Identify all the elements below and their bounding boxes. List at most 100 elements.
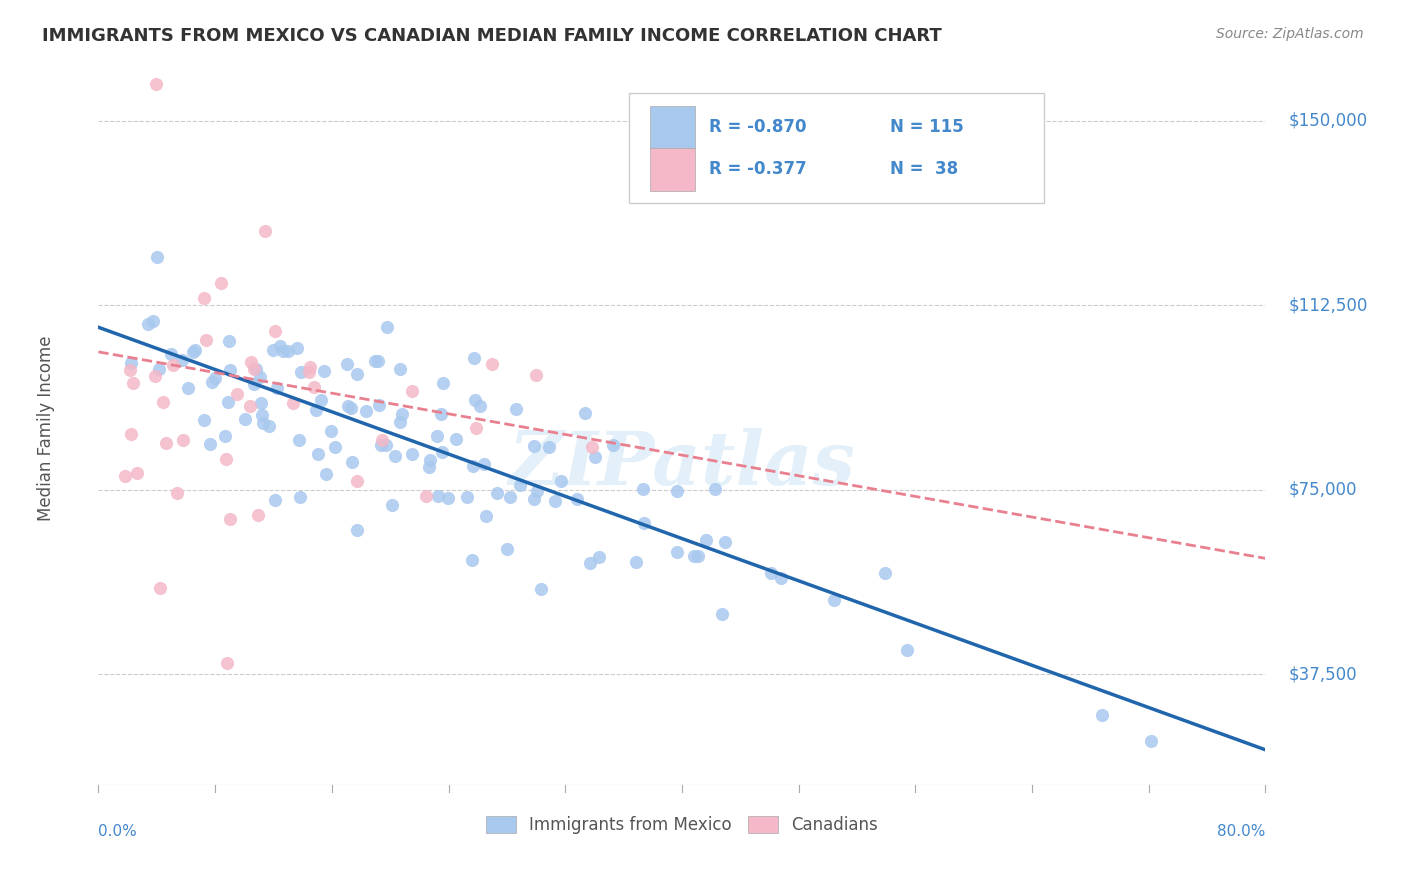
Point — [354, 404, 377, 418]
Point — [269, 339, 291, 353]
Point — [239, 355, 262, 369]
Point — [193, 291, 215, 305]
Point — [633, 516, 655, 530]
Text: N = 115: N = 115 — [890, 118, 963, 136]
Point — [1091, 708, 1114, 723]
Point — [522, 439, 544, 453]
Point — [160, 347, 183, 361]
Point — [389, 415, 412, 429]
Point — [388, 362, 411, 376]
Point — [686, 549, 709, 564]
Point — [578, 556, 600, 570]
Point — [143, 369, 166, 384]
Point — [370, 437, 392, 451]
Point — [430, 444, 453, 458]
Point — [499, 490, 522, 504]
Text: 80.0%: 80.0% — [1218, 824, 1265, 839]
Point — [444, 432, 467, 446]
Point — [243, 376, 266, 391]
Point — [665, 545, 688, 559]
Point — [243, 361, 266, 376]
Point — [204, 371, 226, 385]
Point — [759, 566, 782, 581]
Point — [181, 344, 204, 359]
Point — [633, 483, 655, 497]
Legend: Immigrants from Mexico, Canadians: Immigrants from Mexico, Canadians — [479, 809, 884, 841]
Point — [285, 341, 308, 355]
Point — [526, 483, 548, 498]
Point — [148, 362, 170, 376]
Point — [470, 400, 492, 414]
Point — [364, 354, 387, 368]
Point — [496, 542, 519, 557]
Point — [336, 357, 359, 371]
Point — [391, 408, 413, 422]
Point — [695, 533, 717, 547]
Point — [574, 406, 596, 420]
Point — [626, 555, 648, 569]
Point — [464, 421, 486, 435]
Point — [209, 277, 232, 291]
Point — [375, 319, 398, 334]
Point — [218, 362, 240, 376]
Point — [266, 381, 288, 395]
Text: Median Family Income: Median Family Income — [37, 335, 55, 521]
Point — [155, 435, 177, 450]
Point — [198, 437, 221, 451]
Point — [312, 364, 335, 378]
Point — [371, 433, 394, 447]
Point — [486, 485, 509, 500]
Point — [509, 478, 531, 492]
Point — [249, 370, 271, 384]
Point — [346, 475, 368, 489]
Point — [277, 343, 299, 358]
Point — [537, 440, 560, 454]
Point — [381, 498, 404, 512]
Point — [152, 395, 174, 409]
Point — [375, 438, 398, 452]
Point — [1139, 734, 1161, 748]
Point — [252, 416, 274, 430]
Point — [415, 489, 437, 503]
Point — [475, 509, 498, 524]
Point — [170, 352, 193, 367]
Point — [432, 376, 454, 391]
Point — [323, 440, 346, 454]
Point — [262, 343, 284, 358]
Point — [219, 512, 242, 526]
Point — [290, 490, 312, 504]
Point — [430, 407, 453, 421]
Point — [342, 455, 364, 469]
Point — [281, 395, 304, 409]
Point — [418, 459, 440, 474]
Point — [346, 523, 368, 537]
Point — [245, 362, 267, 376]
Point — [193, 413, 215, 427]
Text: $112,500: $112,500 — [1289, 296, 1368, 314]
Point — [125, 466, 148, 480]
Point — [225, 387, 247, 401]
Point — [550, 474, 572, 488]
Point — [523, 491, 546, 506]
Point — [315, 467, 337, 481]
Point — [250, 396, 273, 410]
Point — [683, 549, 706, 564]
Point — [146, 251, 169, 265]
Point — [177, 381, 200, 395]
Point — [122, 376, 145, 390]
Point — [588, 549, 610, 564]
Point — [463, 351, 485, 365]
Point — [340, 401, 363, 415]
Point — [304, 403, 326, 417]
Point — [472, 458, 495, 472]
Point — [583, 450, 606, 465]
Point — [250, 409, 273, 423]
Point — [581, 440, 603, 454]
Point — [233, 412, 256, 426]
Point — [162, 358, 184, 372]
Point — [290, 365, 312, 379]
Point — [142, 314, 165, 328]
Point — [298, 365, 321, 379]
Text: R = -0.870: R = -0.870 — [709, 118, 806, 136]
Point — [309, 393, 332, 408]
